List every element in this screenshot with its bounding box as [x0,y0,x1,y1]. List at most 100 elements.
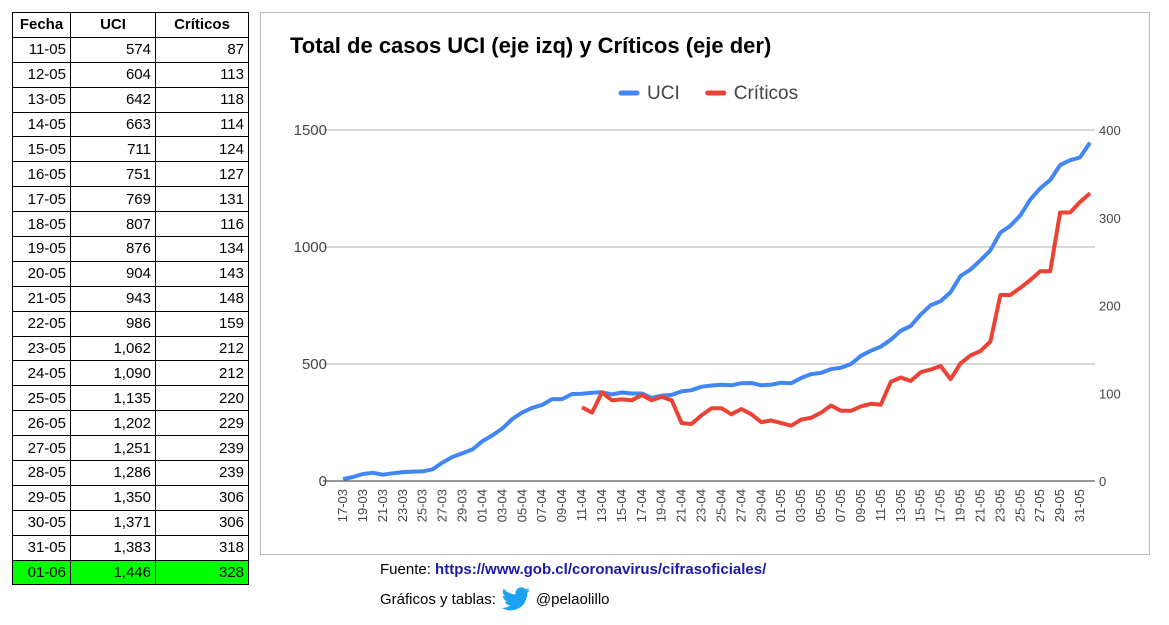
x-tick-label: 11-05 [873,489,888,521]
table-cell: 116 [155,211,249,238]
table-cell: 807 [70,211,156,238]
table-cell: 01-06 [12,559,71,586]
series-line [342,141,1092,482]
table-cell: 25-05 [12,385,71,412]
y-tick-label: 0 [319,473,327,490]
table-row: 29-05 1,350 306 [12,484,249,511]
table-cell: 17-05 [12,186,71,213]
x-tick-label: 27-05 [1032,489,1047,522]
table-cell: 1,062 [70,335,156,362]
table-cell: 239 [155,435,249,462]
table-cell: 159 [155,310,249,337]
x-tick-label: 01-05 [773,489,788,522]
table-cell: 642 [70,86,156,113]
source-line: Fuente: https://www.gob.cl/coronavirus/c… [380,561,766,578]
table-row: 28-05 1,286 239 [12,460,249,486]
x-tick-label: 23-04 [694,489,709,522]
table-cell: 28-05 [12,460,71,486]
x-tick-label: 23-05 [992,489,1007,522]
x-tick-label: 29-05 [1052,489,1067,522]
table-cell: 27-05 [12,435,71,462]
table-cell: 1,135 [70,385,156,412]
x-tick-label: 03-05 [793,489,808,522]
x-tick-label: 01-04 [474,489,489,522]
table-cell: 1,202 [70,410,156,437]
table-cell: 574 [70,36,156,63]
y2-tick-label: 400 [1099,123,1121,138]
x-tick-label: 05-05 [813,489,828,522]
table-cell: 1,371 [70,509,156,536]
twitter-handle: @pelaolillo [535,590,610,608]
table-cell: 943 [70,285,156,312]
table-cell: 134 [155,236,249,262]
table-cell: 239 [155,460,249,486]
table-row: 24-05 1,090 212 [12,360,249,387]
y-tick-label: 500 [302,356,327,373]
table-row: 18-05 807 116 [12,211,249,238]
table-row: 17-05 769 131 [12,186,249,213]
table-cell: 31-05 [12,534,71,561]
chart: Total de casos UCI (eje izq) y Críticos … [290,33,1121,522]
table-row: 15-05 711 124 [12,136,249,163]
table-cell: 751 [70,161,156,188]
y2-tick-label: 200 [1099,299,1121,314]
table-row: 27-05 1,251 239 [12,435,249,462]
table-cell: 220 [155,385,249,412]
y2-tick-label: 0 [1099,474,1106,489]
table-cell: 876 [70,236,156,262]
x-tick-label: 13-05 [893,489,908,522]
table-cell: 19-05 [12,236,71,262]
table-cell: 20-05 [12,260,71,287]
source-label: Fuente: [380,561,431,578]
table-row: 13-05 642 118 [12,86,249,113]
x-tick-label: 17-05 [933,489,948,522]
table-cell: 318 [155,534,249,561]
table-row: 25-05 1,135 220 [12,385,249,412]
table-cell: 14-05 [12,111,71,138]
table-row: 01-06 1,446 328 [12,559,249,586]
credit-label: Gráficos y tablas: [380,590,496,608]
table-cell: 13-05 [12,86,71,113]
series-line [581,191,1092,428]
y-tick-label: 1000 [294,239,327,256]
table-row: 30-05 1,371 306 [12,509,249,536]
table-cell: 118 [155,86,249,113]
x-tick-label: 21-03 [375,489,390,522]
x-tick-label: 31-05 [1072,489,1087,522]
table-cell: 212 [155,335,249,362]
table-row: 14-05 663 114 [12,111,249,138]
header-cell: UCI [70,12,156,38]
table-cell: 114 [155,111,249,138]
x-tick-label: 17-04 [634,489,649,522]
table-cell: 604 [70,61,156,88]
x-tick-label: 11-04 [574,489,589,521]
x-tick-label: 07-05 [833,489,848,522]
x-tick-label: 21-04 [674,489,689,522]
y2-tick-label: 300 [1099,211,1121,226]
x-tick-label: 29-04 [753,489,768,522]
table-cell: 143 [155,260,249,287]
data-table: Fecha UCI Críticos 11-05 574 87 12-05 604 113… [12,12,249,586]
x-tick-label: 27-03 [435,489,450,522]
table-cell: 1,286 [70,460,156,486]
x-tick-label: 25-04 [713,489,728,522]
twitter-icon [501,587,530,611]
source-link[interactable]: https://www.gob.cl/coronavirus/cifrasofi… [435,561,767,578]
table-cell: 1,383 [70,534,156,561]
table-cell: 769 [70,186,156,213]
table-cell: 16-05 [12,161,71,188]
table-cell: 87 [155,36,249,63]
table-cell: 1,251 [70,435,156,462]
x-tick-label: 19-05 [953,489,968,522]
table-cell: 11-05 [12,36,71,63]
x-tick-label: 15-05 [913,489,928,522]
header-row: Fecha UCI Críticos [12,12,249,38]
table-cell: 328 [155,559,249,586]
table-row: 20-05 904 143 [12,260,249,287]
x-tick-label: 29-03 [455,489,470,522]
x-tick-label: 25-05 [1012,489,1027,522]
chart-frame: Total de casos UCI (eje izq) y Críticos … [260,12,1150,555]
table-row: 31-05 1,383 318 [12,534,249,561]
x-tick-label: 05-04 [514,489,529,522]
